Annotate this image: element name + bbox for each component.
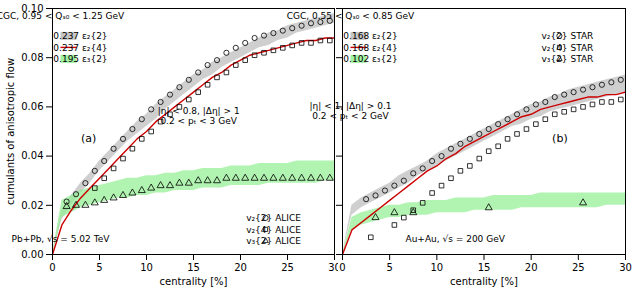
- svg-text:v₂{4} STAR: v₂{4} STAR: [541, 43, 593, 53]
- svg-text:15: 15: [478, 262, 491, 273]
- svg-text:0.237 ε₂{2}: 0.237 ε₂{2}: [53, 31, 107, 41]
- svg-text:0: 0: [49, 262, 55, 273]
- svg-text:25: 25: [281, 262, 294, 273]
- svg-text:|η| < 0.8, |Δη| > 10.2 < pₜ <: |η| < 0.8, |Δη| > 10.2 < pₜ < 3 GeV: [158, 106, 240, 127]
- svg-text:0.195 ε₃{2}: 0.195 ε₃{2}: [53, 54, 107, 64]
- svg-text:0.06: 0.06: [21, 101, 43, 112]
- svg-text:v₂{2} ALICE: v₂{2} ALICE: [246, 213, 301, 223]
- svg-text:Pb+Pb, √s = 5.02 TeV: Pb+Pb, √s = 5.02 TeV: [12, 234, 111, 244]
- svg-text:Au+Au, √s = 200 GeV: Au+Au, √s = 200 GeV: [406, 234, 506, 244]
- svg-text:CGC, 0.55 < Qₛ₀ < 0.85 GeV: CGC, 0.55 < Qₛ₀ < 0.85 GeV: [287, 11, 415, 21]
- svg-text:v₂{4} ALICE: v₂{4} ALICE: [246, 225, 301, 235]
- svg-text:0.237 ε₂{4}: 0.237 ε₂{4}: [53, 43, 107, 53]
- svg-text:(b): (b): [552, 132, 568, 145]
- svg-text:centrality [%]: centrality [%]: [159, 276, 227, 287]
- svg-text:0.04: 0.04: [21, 150, 43, 161]
- svg-text:20: 20: [525, 262, 538, 273]
- svg-text:0.102 ε₃{2}: 0.102 ε₃{2}: [343, 54, 397, 64]
- svg-text:15: 15: [187, 262, 200, 273]
- svg-text:centrality [%]: centrality [%]: [450, 276, 518, 287]
- svg-text:CGC, 0.95 < Qₛ₀ < 1.25 GeV: CGC, 0.95 < Qₛ₀ < 1.25 GeV: [0, 11, 125, 21]
- svg-text:0.10: 0.10: [21, 2, 44, 14]
- svg-text:10: 10: [140, 262, 153, 273]
- svg-text:0.168 ε₂{4}: 0.168 ε₂{4}: [343, 43, 397, 53]
- svg-text:0.08: 0.08: [21, 52, 43, 63]
- svg-text:25: 25: [572, 262, 585, 273]
- svg-text:v₂{2} STAR: v₂{2} STAR: [541, 31, 593, 41]
- svg-text:30: 30: [328, 261, 341, 273]
- svg-text:5: 5: [386, 262, 392, 273]
- svg-text:v₃{2} ALICE: v₃{2} ALICE: [246, 236, 301, 246]
- svg-text:5: 5: [96, 262, 102, 273]
- svg-text:v₃{2} STAR: v₃{2} STAR: [541, 54, 593, 64]
- svg-text:10: 10: [430, 262, 443, 273]
- svg-text:0.02: 0.02: [21, 200, 43, 211]
- svg-text:|η| < 1, |Δη| > 0.10.2 < pₜ <: |η| < 1, |Δη| > 0.10.2 < pₜ < 2 GeV: [309, 101, 391, 122]
- svg-text:(a): (a): [81, 132, 96, 145]
- svg-text:20: 20: [234, 262, 247, 273]
- svg-text:0.168 ε₂{2}: 0.168 ε₂{2}: [343, 31, 397, 41]
- svg-text:30: 30: [619, 262, 632, 273]
- svg-text:cumulants of anisotropic flow: cumulants of anisotropic flow: [5, 58, 16, 205]
- svg-text:0: 0: [339, 262, 345, 273]
- svg-text:0.00: 0.00: [21, 249, 43, 260]
